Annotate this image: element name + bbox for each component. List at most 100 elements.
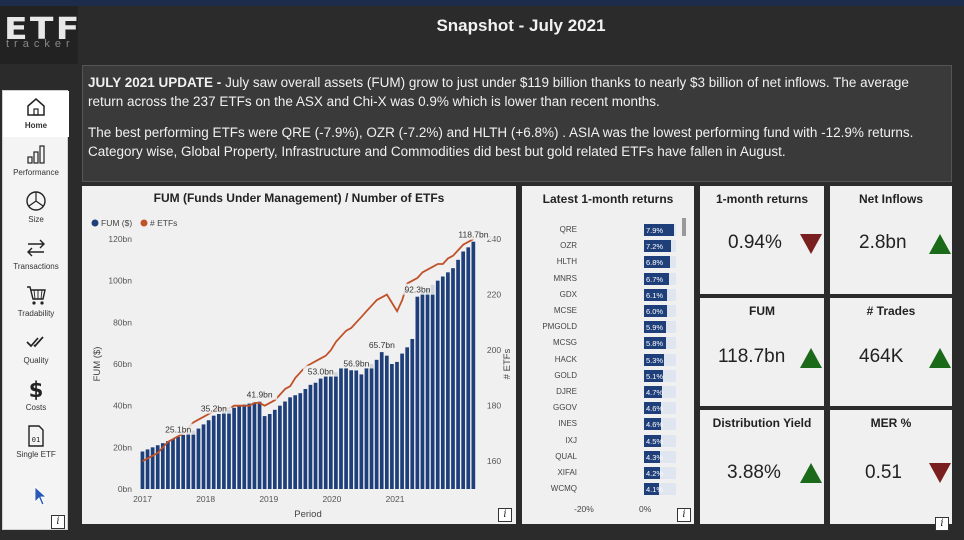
trend-up-icon [929, 234, 951, 254]
returns-ticker-label: QRE [559, 225, 577, 234]
logo-mark: ETF [4, 12, 82, 47]
fum-bar [420, 293, 425, 489]
fum-bar [461, 251, 466, 489]
kpi-title: Net Inflows [858, 192, 923, 206]
fum-bar [384, 355, 389, 489]
kpi-value: 3.88% [727, 462, 781, 483]
fum-bar [374, 359, 379, 489]
sidebar-item-costs[interactable]: $ Costs [3, 373, 69, 419]
fum-bar [318, 378, 323, 489]
returns-bar[interactable] [644, 434, 661, 447]
returns-bar[interactable] [644, 467, 660, 479]
fum-bar [354, 370, 359, 489]
fum-info-button[interactable]: i [498, 508, 512, 522]
returns-bar[interactable] [644, 240, 671, 253]
fum-bar [247, 403, 252, 489]
returns-bar-value: 4.1% [646, 485, 664, 495]
returns-bar-value: 5.9% [646, 323, 664, 333]
info-button[interactable]: i [51, 515, 65, 529]
fum-bar [334, 372, 338, 489]
fum-bar [237, 405, 242, 489]
fum-bar [211, 415, 216, 489]
update-text-1: July saw overall assets (FUM) grow to ju… [88, 75, 909, 109]
kpi-title: FUM [749, 304, 775, 318]
data-label: 25.1bn [165, 425, 191, 435]
kpi-info-button[interactable]: i [935, 517, 949, 531]
data-label-bg [338, 357, 374, 369]
kpi-card-distribution-yield: Distribution Yield 3.88% [700, 410, 824, 524]
sidebar-item-label: Size [28, 215, 44, 224]
fum-bar [171, 439, 175, 489]
sidebar-item-quality[interactable]: Quality [3, 326, 69, 372]
returns-bar[interactable] [644, 321, 667, 334]
sidebar-item-tradability[interactable]: Tradability [3, 279, 69, 325]
y-tick-label: 80bn [113, 317, 132, 327]
x-tick-label: 2020 [322, 494, 341, 504]
returns-bar[interactable] [644, 224, 674, 236]
returns-bar[interactable] [644, 288, 667, 301]
returns-bar-value: 6.7% [646, 274, 664, 284]
fum-bar [395, 361, 399, 489]
data-label: 92.3bn [404, 285, 430, 295]
returns-bar[interactable] [644, 402, 662, 415]
returns-bar[interactable] [644, 369, 664, 382]
fum-bar [415, 296, 420, 489]
sidebar-item-home[interactable]: Home [3, 91, 69, 137]
sidebar-item-single-etf[interactable]: 01 Single ETF [3, 420, 69, 466]
y2-axis-title: # ETFs [502, 348, 513, 379]
y-tick-label: 60bn [113, 359, 132, 369]
returns-bar[interactable] [644, 353, 664, 366]
etf-count-line [142, 238, 474, 462]
fum-bar [440, 276, 445, 489]
fum-bar [293, 395, 298, 489]
returns-info-button[interactable]: i [677, 508, 691, 522]
fum-bar [252, 402, 257, 489]
fum-bar [328, 376, 333, 489]
fum-bar [166, 441, 170, 489]
swap-arrows-icon [27, 239, 45, 257]
kpi-card-1-month-returns: 1-month returns 0.94% [700, 186, 824, 294]
data-label: 56.9bn [343, 358, 369, 368]
kpi-title: 1-month returns [715, 192, 808, 206]
returns-scrollbar[interactable] [682, 218, 686, 236]
returns-ticker-label: INES [558, 419, 577, 429]
fum-bar [379, 352, 384, 489]
returns-bar-value: 4.5% [646, 436, 664, 446]
kpi-value: 0.94% [728, 232, 782, 253]
fum-bar [405, 347, 410, 489]
fum-bar [456, 259, 460, 489]
fum-bar [206, 420, 211, 489]
trend-up-icon [800, 348, 822, 368]
returns-bar[interactable] [644, 256, 670, 269]
returns-bar[interactable] [644, 483, 660, 496]
sidebar-item-label: Quality [23, 356, 49, 365]
returns-bar[interactable] [644, 450, 661, 463]
returns-ticker-label: PMGOLD [542, 322, 577, 332]
fum-bar [313, 382, 318, 489]
sidebar-item-performance[interactable]: Performance [3, 138, 69, 184]
returns-bar[interactable] [644, 386, 662, 398]
trend-up-icon [800, 463, 822, 483]
fum-bar [390, 364, 394, 489]
kpi-card-net-inflows: Net Inflows 2.8bn [830, 186, 952, 294]
returns-bar[interactable] [644, 418, 662, 431]
page-title: Snapshot - July 2021 [436, 16, 606, 35]
fum-bar [257, 401, 262, 489]
returns-bar[interactable] [644, 337, 666, 350]
returns-ticker-label: WCMQ [550, 484, 577, 494]
sidebar-item-label: Tradability [17, 309, 55, 318]
sidebar-item-size[interactable]: Size [3, 185, 69, 231]
data-label-bg [399, 283, 436, 295]
x-tick-label: 2018 [196, 494, 215, 504]
returns-ticker-label: HACK [554, 354, 577, 364]
kpi-title: MER % [870, 416, 912, 430]
fum-bar [466, 247, 471, 489]
sidebar-item-transactions[interactable]: Transactions [3, 232, 69, 278]
fum-bar [283, 401, 287, 489]
fum-bar [222, 411, 226, 489]
returns-bar[interactable] [644, 305, 667, 317]
returns-ticker-label: IXJ [565, 435, 577, 445]
returns-bar[interactable] [644, 272, 670, 285]
fum-bar [339, 368, 343, 489]
y-tick-label: 0bn [118, 484, 132, 494]
